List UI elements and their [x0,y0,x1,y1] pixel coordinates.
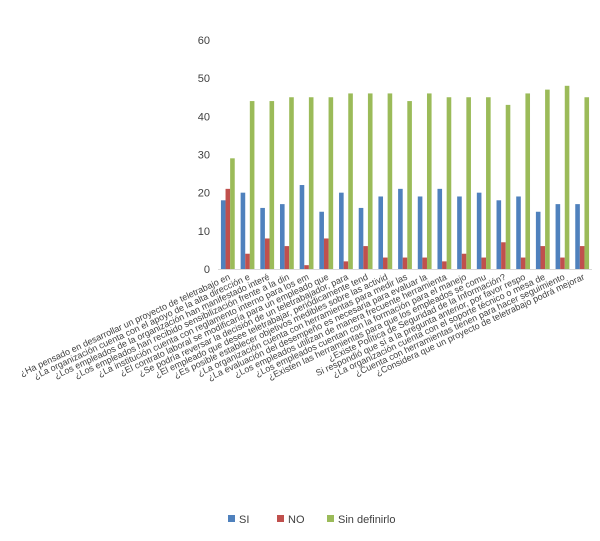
bar [249,101,255,269]
bar [323,238,329,269]
bar [446,97,452,269]
bar [545,89,550,270]
y-axis: 0 10 20 30 40 50 60 [198,35,210,276]
bar [525,93,531,270]
y-tick-label: 30 [198,150,210,162]
bar [422,257,427,269]
bar [481,257,487,269]
bar [308,97,314,269]
bar [461,253,467,269]
bar [407,101,412,269]
bar [579,246,585,269]
bar [328,97,334,269]
bar [279,204,285,269]
bar [304,265,309,269]
bar [417,196,423,269]
bar [555,204,561,269]
legend-swatch [277,515,284,522]
bar [501,242,506,269]
legend-swatch [327,515,334,522]
bar [383,257,388,269]
bar [367,93,373,270]
bar [284,246,290,269]
bar [299,185,305,269]
legend-swatch [228,515,235,522]
bar [560,257,565,269]
y-tick-label: 0 [204,264,210,276]
bar [584,97,590,269]
bar [575,204,580,269]
category-labels: ¿Ha pensado en desarrollar un proyecto d… [18,272,586,383]
bar [240,192,246,269]
bar [564,85,570,269]
y-tick-label: 60 [198,35,210,47]
y-tick-label: 50 [198,73,210,85]
y-tick-label: 40 [198,111,210,123]
bar [540,246,546,269]
bar [339,192,344,269]
bar [343,261,349,269]
bar [442,261,447,269]
bar [466,97,471,269]
bar [496,200,502,269]
bar [535,211,541,269]
bar [230,158,235,269]
bar [402,257,408,269]
bar [358,207,364,269]
y-tick-label: 10 [198,226,210,238]
bar [264,238,270,269]
bar [269,101,275,269]
bar [505,104,511,269]
bar [387,93,393,270]
bar [220,200,226,269]
bar [260,207,265,269]
bar [319,211,324,269]
bar [289,97,294,269]
legend-label: Sin definirlo [338,514,395,526]
bar [457,196,462,269]
legend: SI NO Sin definirlo [228,514,395,526]
bar [476,192,482,269]
bar [398,188,403,269]
bar [348,93,353,270]
bar [426,93,432,270]
bar [378,196,384,269]
bar [225,188,231,269]
bar [437,188,443,269]
bar [245,253,250,269]
y-tick-label: 20 [198,188,210,200]
bar [520,257,526,269]
bars-group [220,85,590,270]
bar [363,246,368,269]
bar [516,196,521,269]
legend-label: NO [288,514,305,526]
legend-label: SI [239,514,249,526]
bar [486,97,491,269]
